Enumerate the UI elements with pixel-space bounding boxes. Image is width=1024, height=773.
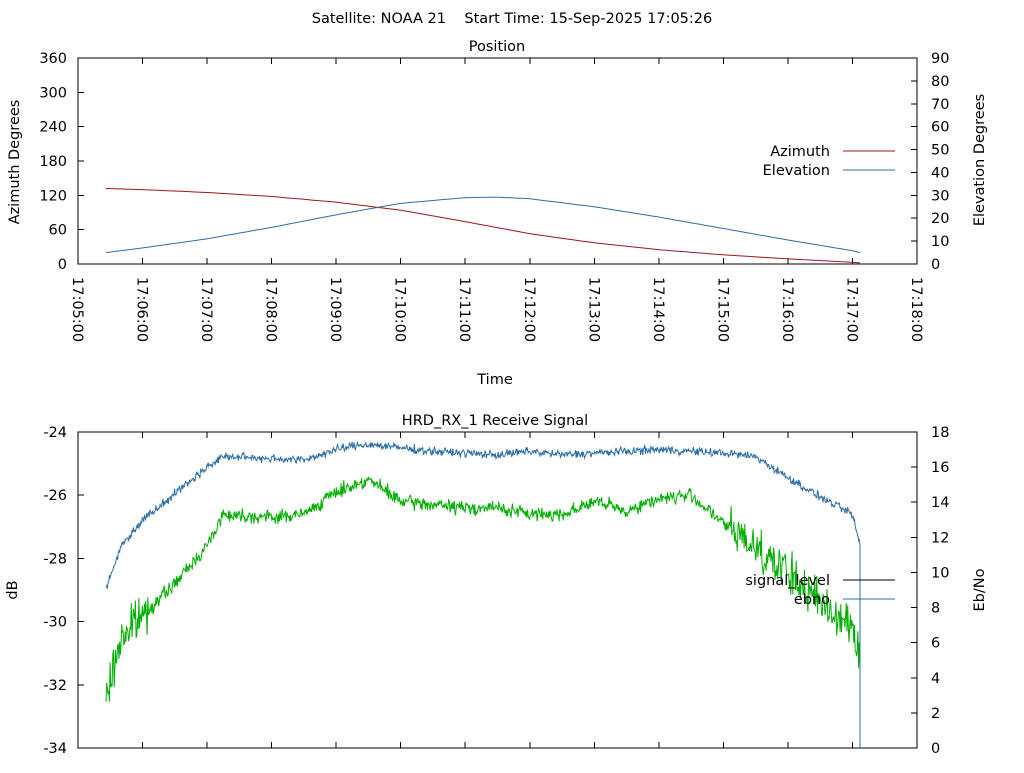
position-x-tick-label: 17:16:00	[779, 277, 795, 342]
position-x-tick-label: 17:14:00	[650, 277, 666, 342]
position-x-tick-label: 17:07:00	[198, 277, 214, 342]
signal-y2-tick-label: 10	[931, 565, 949, 581]
position-x-tick-label: 17:17:00	[843, 277, 859, 342]
signal-legend-label: ebno	[794, 592, 830, 608]
position-x-axis-label: Time	[476, 372, 513, 388]
position-x-tick-label: 17:13:00	[585, 277, 601, 342]
position-x-tick-label: 17:06:00	[134, 277, 150, 342]
page-title: Satellite: NOAA 21 Start Time: 15-Sep-20…	[312, 11, 713, 27]
position-y2-tick-label: 50	[931, 143, 949, 159]
signal-series-signal-level-line	[105, 476, 861, 702]
signal-legend-label: signal_level	[745, 573, 830, 589]
position-y-tick-label: 60	[49, 223, 67, 239]
signal-y-tick-label: -26	[43, 488, 67, 504]
position-x-tick-label: 17:09:00	[327, 277, 343, 342]
position-y2-tick-label: 30	[931, 188, 949, 204]
signal-y2-tick-label: 0	[931, 741, 940, 757]
signal-y-tick-label: -28	[43, 551, 67, 567]
position-y-tick-label: 300	[39, 85, 67, 101]
position-x-tick-label: 17:15:00	[714, 277, 730, 342]
position-legend-label: Elevation	[763, 163, 830, 179]
position-x-tick-label: 17:08:00	[263, 277, 279, 342]
signal-y-tick-label: -24	[43, 425, 67, 441]
position-plot-group: 17:05:00 17:06:00 17:07:00 17:08:00 17:09:00…	[39, 51, 949, 342]
position-chart-title: Position	[469, 39, 525, 55]
signal-y-tick-label: -32	[43, 678, 67, 694]
position-x-tick-label: 17:18:00	[908, 277, 924, 342]
signal-plot-frame	[77, 431, 918, 749]
position-y2-tick-label: 60	[931, 120, 949, 136]
position-y2-tick-label: 0	[931, 257, 940, 273]
position-y2-tick-label: 20	[931, 211, 949, 227]
position-x-tick-label: 17:05:00	[69, 277, 85, 342]
signal-y2-tick-label: 8	[931, 601, 940, 617]
position-y-tick-label: 180	[39, 154, 67, 170]
position-y-tick-label: 120	[39, 188, 67, 204]
signal-y2-tick-label: 18	[931, 425, 949, 441]
signal-y2-tick-label: 6	[931, 636, 940, 652]
signal-series-ebno-line	[105, 441, 861, 748]
position-y2-tick-label: 40	[931, 165, 949, 181]
position-y2-axis-label: Elevation Degrees	[972, 94, 988, 226]
signal-y-tick-label: -34	[43, 741, 67, 757]
position-plot-frame	[77, 57, 918, 265]
signal-y2-axis-label: Eb/No	[972, 568, 988, 611]
position-legend-label: Azimuth	[770, 144, 830, 160]
position-y2-tick-label: 10	[931, 234, 949, 250]
signal-y2-tick-label: 12	[931, 530, 949, 546]
signal-y-tick-label: -30	[43, 615, 67, 631]
position-y2-tick-label: 90	[931, 51, 949, 67]
signal-y2-tick-label: 4	[931, 671, 940, 687]
position-series-azimuth-line	[105, 188, 861, 264]
position-y2-tick-label: 80	[931, 74, 949, 90]
position-x-tick-label: 17:12:00	[521, 277, 537, 342]
position-y2-tick-label: 70	[931, 97, 949, 113]
position-y-tick-label: 360	[39, 51, 67, 67]
signal-chart-title: HRD_RX_1 Receive Signal	[402, 413, 588, 429]
position-y-tick-label: 0	[58, 257, 67, 273]
signal-y-axis-label: dB	[5, 580, 21, 599]
signal-y2-tick-label: 16	[931, 460, 949, 476]
signal-plot-group: -34 -32 -30 -28 -26 -24 0 2 4 6 8 10 12 14 16 18 signal_…	[43, 425, 949, 757]
position-x-tick-label: 17:10:00	[392, 277, 408, 342]
signal-y2-tick-label: 14	[931, 495, 949, 511]
position-x-tick-label: 17:11:00	[456, 277, 472, 342]
position-y-tick-label: 240	[39, 120, 67, 136]
signal-y2-tick-label: 2	[931, 706, 940, 722]
position-series-elevation-line	[105, 196, 861, 254]
position-y-axis-label: Azimuth Degrees	[7, 100, 23, 225]
